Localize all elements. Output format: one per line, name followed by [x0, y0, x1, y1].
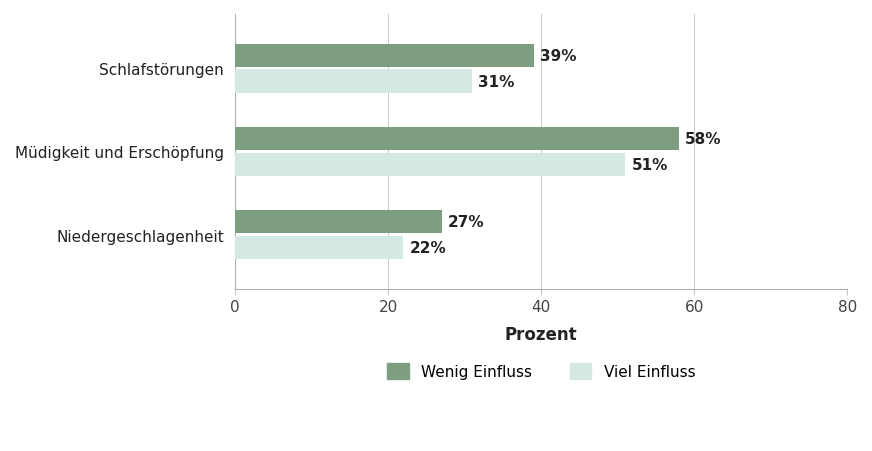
Text: 58%: 58% [685, 132, 722, 147]
Text: 22%: 22% [410, 240, 446, 256]
Bar [235, 70, 473, 93]
X-axis label: Prozent: Prozent [505, 326, 577, 344]
Bar [235, 128, 679, 151]
Bar [235, 236, 404, 260]
Legend: Wenig Einfluss, Viel Einfluss: Wenig Einfluss, Viel Einfluss [381, 358, 701, 386]
Text: 39%: 39% [540, 49, 576, 64]
Text: 51%: 51% [631, 157, 668, 172]
Text: 27%: 27% [448, 215, 485, 230]
Bar [235, 211, 442, 234]
Bar [235, 153, 625, 176]
Text: 31%: 31% [479, 74, 514, 89]
Bar [235, 45, 534, 68]
